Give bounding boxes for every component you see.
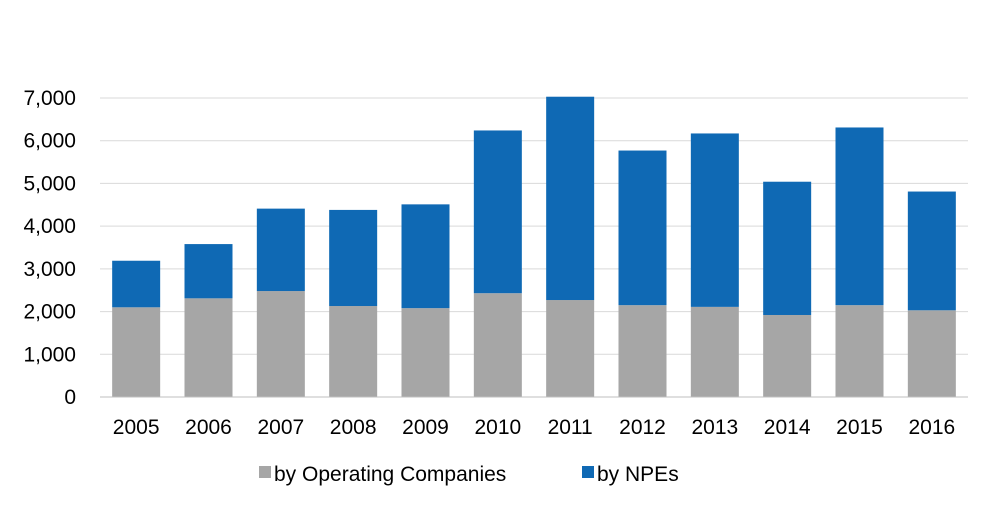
y-tick-label: 1,000 (23, 343, 76, 366)
bar-operating-companies-2011 (546, 300, 594, 397)
x-tick-label: 2010 (474, 416, 521, 439)
x-tick-label: 2012 (619, 416, 666, 439)
legend-label: by Operating Companies (274, 463, 506, 486)
bar-operating-companies-2006 (185, 298, 233, 397)
bar-npes-2016 (908, 192, 956, 311)
stacked-bar-chart: 0 1,000 2,000 3,000 4,000 5,000 6,000 7,000 200… (0, 0, 992, 508)
bar-npes-2011 (546, 97, 594, 300)
bar-npes-2015 (836, 127, 884, 305)
legend: by Operating Companies by NPEs (259, 463, 679, 486)
x-tick-label: 2013 (691, 416, 738, 439)
x-tick-label: 2008 (330, 416, 377, 439)
bar-operating-companies-2014 (763, 315, 811, 397)
y-axis-tick-labels: 0 1,000 2,000 3,000 4,000 5,000 6,000 7,000 (23, 87, 76, 409)
bar-operating-companies-2015 (836, 305, 884, 397)
x-tick-label: 2005 (113, 416, 160, 439)
y-tick-label: 6,000 (23, 130, 76, 153)
x-tick-label: 2015 (836, 416, 883, 439)
bar-operating-companies-2012 (619, 305, 667, 397)
x-tick-label: 2014 (764, 416, 811, 439)
bar-operating-companies-2008 (329, 306, 377, 397)
y-tick-label: 0 (64, 386, 76, 409)
x-tick-label: 2007 (257, 416, 304, 439)
y-tick-label: 7,000 (23, 87, 76, 110)
bar-npes-2013 (691, 133, 739, 306)
bar-npes-2012 (619, 151, 667, 306)
bar-npes-2010 (474, 130, 522, 293)
x-tick-label: 2016 (908, 416, 955, 439)
x-tick-label: 2006 (185, 416, 232, 439)
x-axis-tick-labels: 2005 2006 2007 2008 2009 2010 2011 2012 2013 2014… (113, 416, 955, 439)
x-tick-label: 2011 (548, 416, 593, 439)
legend-label: by NPEs (597, 463, 679, 486)
bar-operating-companies-2016 (908, 310, 956, 397)
legend-swatch (259, 466, 271, 478)
bar-npes-2014 (763, 182, 811, 315)
y-tick-label: 5,000 (23, 172, 76, 195)
bar-operating-companies-2005 (112, 307, 160, 397)
bar-npes-2006 (185, 244, 233, 298)
y-tick-label: 3,000 (23, 258, 76, 281)
bar-npes-2007 (257, 209, 305, 291)
bar-operating-companies-2009 (402, 308, 450, 397)
bar-operating-companies-2007 (257, 291, 305, 397)
bars (112, 97, 956, 397)
legend-swatch (582, 466, 594, 478)
bar-operating-companies-2010 (474, 293, 522, 397)
bar-npes-2008 (329, 210, 377, 306)
y-tick-label: 4,000 (23, 215, 76, 238)
bar-npes-2009 (402, 204, 450, 308)
bar-operating-companies-2013 (691, 307, 739, 397)
y-tick-label: 2,000 (23, 301, 76, 324)
x-tick-label: 2009 (402, 416, 449, 439)
bar-npes-2005 (112, 261, 160, 308)
